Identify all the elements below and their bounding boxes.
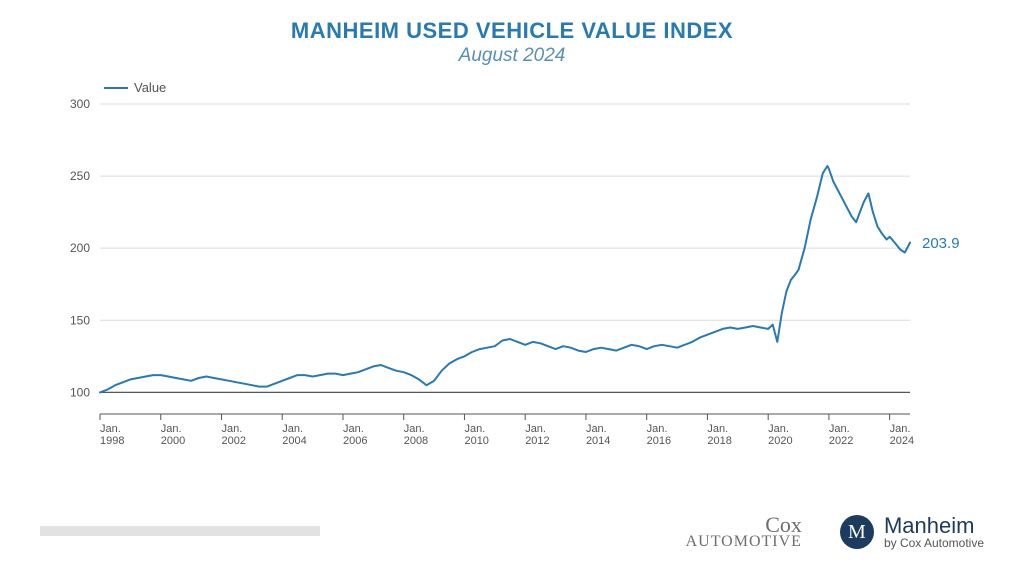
svg-text:Jan.: Jan. [707, 423, 728, 435]
manheim-logo: M Manheim by Cox Automotive [840, 514, 984, 550]
svg-text:2024: 2024 [890, 435, 914, 447]
svg-text:2000: 2000 [161, 435, 185, 447]
manheim-logo-top: Manheim [884, 514, 984, 537]
line-chart-svg: 100150200250300Jan.1998Jan.2000Jan.2002J… [40, 80, 960, 460]
svg-text:Jan.: Jan. [890, 423, 911, 435]
chart-subtitle: August 2024 [0, 46, 1024, 67]
cox-automotive-logo: Cox AUTOMOTIVE [686, 516, 802, 548]
svg-text:Jan.: Jan. [829, 423, 850, 435]
title-block: MANHEIM USED VEHICLE VALUE INDEX August … [0, 18, 1024, 67]
svg-text:300: 300 [70, 97, 90, 111]
legend: Value [104, 80, 166, 95]
svg-text:2020: 2020 [768, 435, 792, 447]
svg-text:200: 200 [70, 241, 90, 255]
svg-text:Jan.: Jan. [464, 423, 485, 435]
svg-text:Jan.: Jan. [343, 423, 364, 435]
svg-text:2018: 2018 [707, 435, 731, 447]
legend-swatch [104, 87, 128, 89]
svg-text:Jan.: Jan. [282, 423, 303, 435]
svg-text:1998: 1998 [100, 435, 124, 447]
svg-text:150: 150 [70, 313, 90, 327]
svg-text:2008: 2008 [404, 435, 428, 447]
legend-label: Value [134, 80, 166, 95]
cox-logo-top: Cox [686, 516, 802, 535]
chart-container: MANHEIM USED VEHICLE VALUE INDEX August … [0, 0, 1024, 576]
footer-logos: Cox AUTOMOTIVE M Manheim by Cox Automoti… [686, 514, 984, 550]
svg-text:Jan.: Jan. [768, 423, 789, 435]
svg-text:2012: 2012 [525, 435, 549, 447]
svg-text:Jan.: Jan. [647, 423, 668, 435]
svg-text:Jan.: Jan. [161, 423, 182, 435]
manheim-badge-icon: M [840, 515, 874, 549]
svg-text:2016: 2016 [647, 435, 671, 447]
svg-text:100: 100 [70, 385, 90, 399]
svg-text:250: 250 [70, 169, 90, 183]
svg-text:2006: 2006 [343, 435, 367, 447]
scrub-bar[interactable] [40, 526, 320, 536]
svg-text:2014: 2014 [586, 435, 610, 447]
chart-title: MANHEIM USED VEHICLE VALUE INDEX [0, 18, 1024, 44]
svg-text:Jan.: Jan. [100, 423, 121, 435]
svg-text:2010: 2010 [464, 435, 488, 447]
svg-text:2004: 2004 [282, 435, 306, 447]
manheim-logo-bottom: by Cox Automotive [884, 537, 984, 550]
svg-text:Jan.: Jan. [404, 423, 425, 435]
svg-text:Jan.: Jan. [221, 423, 242, 435]
manheim-text: Manheim by Cox Automotive [884, 514, 984, 550]
svg-text:Jan.: Jan. [586, 423, 607, 435]
svg-text:2002: 2002 [221, 435, 245, 447]
cox-logo-bottom: AUTOMOTIVE [686, 535, 802, 549]
chart-area: Value 100150200250300Jan.1998Jan.2000Jan… [40, 80, 960, 460]
svg-text:2022: 2022 [829, 435, 853, 447]
series-end-label: 203.9 [922, 235, 960, 252]
svg-text:Jan.: Jan. [525, 423, 546, 435]
